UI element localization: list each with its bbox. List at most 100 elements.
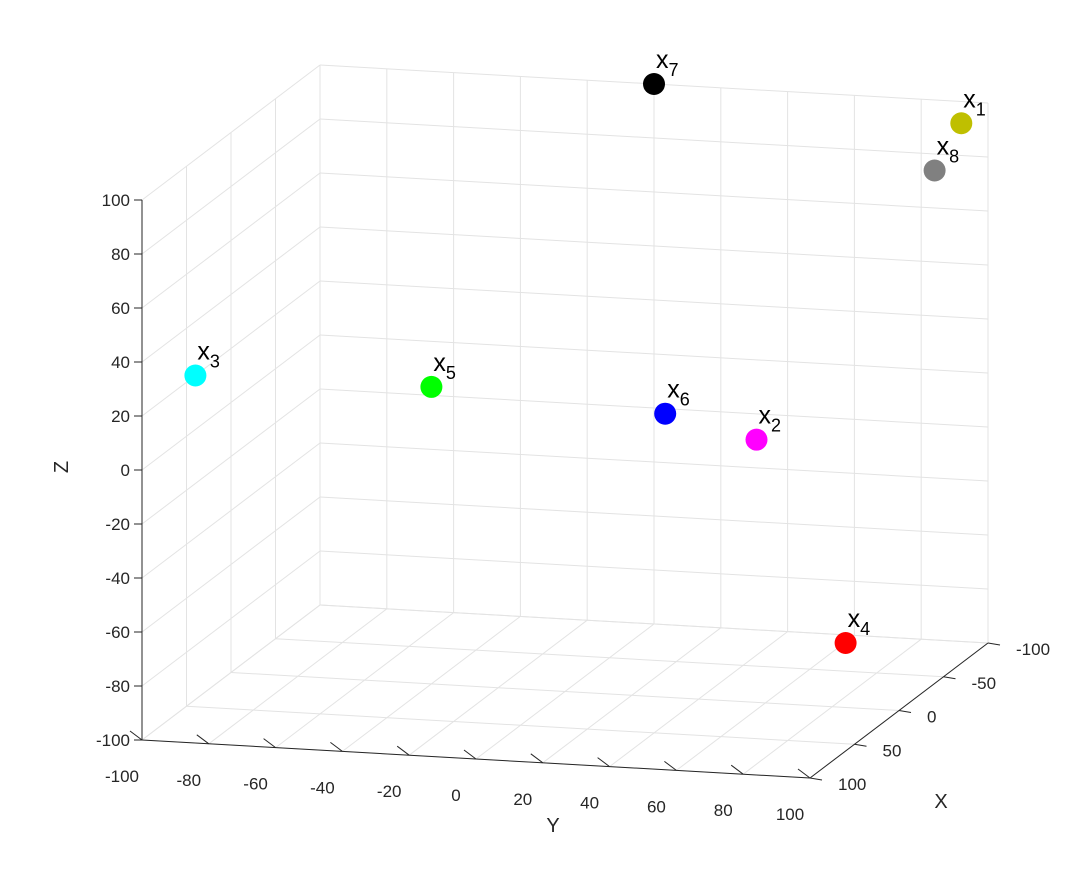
- y-tick-label: 60: [647, 797, 666, 816]
- z-tick-label: -20: [105, 515, 130, 534]
- y-tick: [330, 742, 343, 752]
- floor-gridline: [342, 616, 521, 752]
- floor-gridline: [609, 631, 788, 767]
- y-tick: [597, 757, 610, 767]
- point-x3: x3: [184, 338, 220, 387]
- back-wall-gridline: [319, 172, 989, 212]
- x-axis-label: X: [934, 791, 947, 813]
- y-tick-label: 0: [451, 786, 460, 805]
- y-tick-label: 80: [714, 801, 733, 820]
- y-tick: [530, 753, 544, 764]
- point-label-subscript: 5: [446, 363, 456, 383]
- left-wall-gridline: [141, 172, 321, 309]
- y-tick-label: -80: [177, 771, 202, 790]
- point-x8: x8: [923, 133, 959, 182]
- y-tick-label: -20: [377, 782, 402, 801]
- floor-gridline: [275, 612, 454, 748]
- grid-layer: [141, 64, 989, 779]
- z-tick-label: 80: [111, 245, 130, 264]
- y-tick: [263, 738, 276, 748]
- left-wall-gridline: [141, 280, 321, 417]
- point-x1: x1: [950, 85, 986, 135]
- point-marker: [184, 364, 207, 387]
- back-wall-gridline: [319, 334, 989, 374]
- point-marker: [834, 632, 857, 654]
- z-tick-label: -80: [105, 677, 130, 696]
- z-tick-label: 0: [121, 461, 130, 480]
- floor-gridline: [475, 623, 655, 760]
- back-wall-gridline: [319, 226, 989, 266]
- back-wall-gridline: [319, 604, 989, 644]
- z-tick-label: -60: [105, 623, 130, 642]
- x-tick-label: -100: [1016, 640, 1050, 659]
- left-wall-gridline: [141, 334, 321, 471]
- left-wall-gridline: [141, 118, 321, 255]
- y-tick: [396, 745, 410, 756]
- point-marker: [923, 159, 946, 182]
- y-axis-label: Y: [546, 815, 559, 837]
- back-wall-gridline: [319, 442, 989, 482]
- y-tick: [797, 768, 811, 779]
- x-tick-label: 0: [927, 708, 936, 727]
- x-tick-label: 100: [838, 775, 866, 794]
- x-tick-label: 50: [883, 741, 902, 760]
- x-tick: [987, 642, 1001, 646]
- back-wall-gridline: [319, 496, 989, 536]
- point-layer: x1 x2 x3 x4 x5 x6 x7 x8: [184, 46, 986, 654]
- point-label-subscript: 8: [949, 147, 959, 167]
- x-tick: [898, 710, 912, 713]
- left-wall-gridline: [141, 442, 321, 579]
- z-tick-label: 20: [111, 407, 130, 426]
- z-tick-label: 100: [102, 191, 130, 210]
- point-label-subscript: 3: [210, 352, 220, 372]
- point-x4: x4: [834, 605, 870, 654]
- left-wall-gridline: [141, 226, 321, 363]
- z-tick-label: -100: [96, 731, 130, 750]
- y-tick: [463, 749, 477, 760]
- floor-gridline: [542, 627, 722, 764]
- y-tick-label: -100: [105, 767, 139, 786]
- z-tick-label: -40: [105, 569, 130, 588]
- y-tick: [129, 730, 143, 741]
- floor-gridline: [208, 608, 388, 745]
- y-tick: [664, 761, 677, 771]
- y-tick-label: 40: [580, 794, 599, 813]
- axis-layer: -100 -80 -60 -40 -20 0 20 40 60 80 100-100-5005010…: [96, 191, 1050, 824]
- x-tick: [854, 743, 867, 747]
- x-tick: [943, 676, 956, 680]
- left-wall-gridline: [141, 496, 321, 633]
- floor-gridline: [742, 638, 922, 775]
- y-tick: [730, 764, 744, 775]
- left-wall-gridline: [141, 64, 321, 201]
- back-wall-gridline: [319, 280, 989, 320]
- y-tick-label: 100: [776, 805, 804, 824]
- point-marker: [643, 73, 665, 95]
- back-wall-gridline: [319, 118, 989, 158]
- point-label-subscript: 6: [680, 390, 690, 410]
- point-label-subscript: 2: [771, 416, 781, 436]
- point-marker: [420, 375, 443, 398]
- z-axis-label: Z: [51, 461, 73, 473]
- point-label-subscript: 4: [860, 619, 870, 639]
- x-tick-label: -50: [972, 674, 997, 693]
- floor-gridline: [408, 619, 588, 756]
- point-x5: x5: [420, 349, 456, 398]
- point-x2: x2: [745, 402, 781, 451]
- left-wall-gridline: [141, 388, 321, 525]
- point-x6: x6: [654, 376, 690, 425]
- left-wall-gridline: [141, 604, 321, 741]
- y-tick: [196, 734, 210, 745]
- y-tick-label: 20: [513, 790, 532, 809]
- x-tick: [809, 777, 823, 781]
- z-tick-label: 60: [111, 299, 130, 318]
- point-marker: [654, 402, 677, 425]
- point-marker: [950, 112, 973, 135]
- y-tick-label: -60: [243, 775, 268, 794]
- point-marker: [745, 428, 768, 451]
- point-x7: x7: [643, 46, 679, 95]
- z-tick-label: 40: [111, 353, 130, 372]
- y-tick-label: -40: [310, 778, 335, 797]
- point-label-subscript: 1: [976, 99, 986, 119]
- left-wall-gridline: [141, 550, 321, 687]
